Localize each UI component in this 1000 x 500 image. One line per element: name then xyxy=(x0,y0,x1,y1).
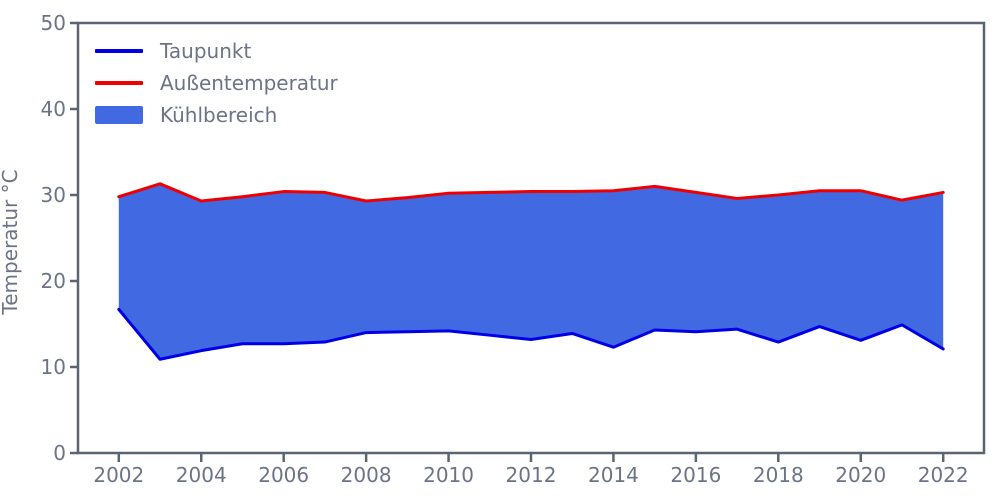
x-tick-label: 2018 xyxy=(753,463,804,487)
taupunkt-line-swatch xyxy=(95,49,143,53)
x-tick-label: 2020 xyxy=(835,463,886,487)
x-tick-label: 2004 xyxy=(176,463,227,487)
y-tick-label: 30 xyxy=(41,183,66,207)
y-tick-label: 40 xyxy=(41,97,66,121)
x-tick-label: 2010 xyxy=(423,463,474,487)
x-tick-label: 2006 xyxy=(258,463,309,487)
legend-label-taupunkt: Taupunkt xyxy=(160,39,252,63)
area-kuehlbereich xyxy=(118,183,944,360)
legend-item-taupunkt: Taupunkt xyxy=(95,36,338,66)
x-tick-label: 2012 xyxy=(506,463,557,487)
x-tick-label: 2014 xyxy=(588,463,639,487)
y-tick-label: 50 xyxy=(41,11,66,35)
x-tick-label: 2022 xyxy=(918,463,969,487)
y-tick-label: 10 xyxy=(41,355,66,379)
legend-item-kuehlbereich: Kühlbereich xyxy=(95,100,338,130)
line-taupunkt xyxy=(117,307,945,361)
y-tick-label: 20 xyxy=(41,269,66,293)
legend: Taupunkt Außentemperatur Kühlbereich xyxy=(95,36,338,130)
line-aussentemperatur xyxy=(117,182,945,203)
x-tick-label: 2002 xyxy=(93,463,144,487)
aussentemperatur-line-swatch xyxy=(95,81,143,85)
y-tick-label: 0 xyxy=(53,441,66,465)
legend-label-kuehlbereich: Kühlbereich xyxy=(160,103,278,127)
y-axis-label: Temperatur °C xyxy=(0,169,22,315)
legend-item-aussentemperatur: Außentemperatur xyxy=(95,68,338,98)
x-tick-label: 2008 xyxy=(341,463,392,487)
kuehlbereich-patch-swatch xyxy=(95,106,143,124)
x-tick-label: 2016 xyxy=(670,463,721,487)
legend-label-aussentemperatur: Außentemperatur xyxy=(160,71,338,95)
